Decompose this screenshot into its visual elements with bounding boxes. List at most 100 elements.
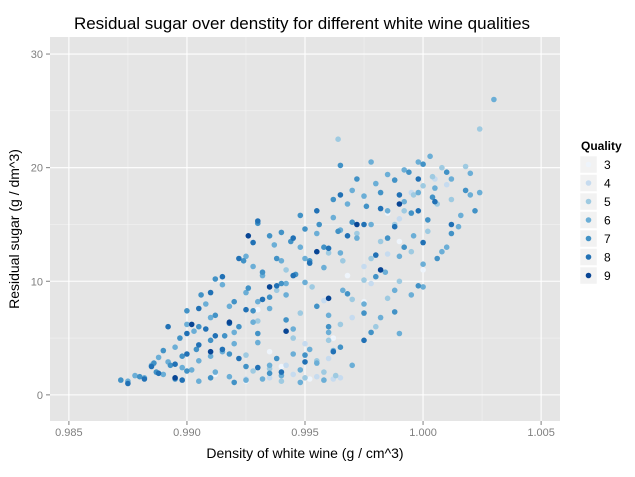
data-point-quality-8 bbox=[306, 260, 313, 266]
data-point-quality-5 bbox=[250, 368, 256, 374]
data-point-quality-7 bbox=[337, 344, 344, 351]
data-point-quality-7 bbox=[226, 351, 233, 357]
data-point-quality-8 bbox=[236, 355, 242, 362]
data-point-quality-5 bbox=[448, 196, 455, 203]
data-point-quality-7 bbox=[160, 347, 167, 354]
data-point-quality-5 bbox=[361, 277, 367, 283]
data-point-quality-6 bbox=[219, 281, 226, 288]
data-point-quality-7 bbox=[297, 212, 304, 219]
data-point-quality-4 bbox=[325, 355, 332, 362]
data-point-quality-4 bbox=[349, 314, 356, 321]
data-point-quality-6 bbox=[250, 319, 256, 326]
data-point-quality-6 bbox=[325, 329, 332, 336]
data-point-quality-7 bbox=[434, 255, 441, 262]
data-point-quality-5 bbox=[297, 310, 304, 316]
y-tick-label: 20 bbox=[31, 163, 43, 175]
data-point-quality-5 bbox=[373, 323, 379, 330]
data-point-quality-6 bbox=[432, 185, 438, 191]
data-point-quality-7 bbox=[266, 233, 273, 239]
data-point-quality-8 bbox=[165, 323, 171, 330]
data-point-quality-7 bbox=[354, 176, 360, 182]
legend-key-point bbox=[585, 235, 592, 242]
data-point-quality-3 bbox=[266, 348, 273, 355]
data-point-quality-6 bbox=[401, 167, 408, 173]
data-point-quality-7 bbox=[179, 353, 185, 360]
data-point-quality-7 bbox=[177, 335, 183, 341]
data-point-quality-5 bbox=[408, 248, 415, 255]
data-point-quality-4 bbox=[396, 216, 403, 222]
data-point-quality-6 bbox=[306, 346, 313, 353]
data-point-quality-6 bbox=[410, 233, 417, 239]
data-point-quality-6 bbox=[314, 230, 320, 237]
data-point-quality-6 bbox=[384, 171, 391, 178]
data-point-quality-7 bbox=[243, 363, 249, 370]
data-point-quality-7 bbox=[273, 255, 280, 262]
data-point-quality-7 bbox=[278, 280, 285, 287]
data-point-quality-6 bbox=[283, 280, 289, 287]
data-point-quality-6 bbox=[476, 189, 483, 196]
data-point-quality-6 bbox=[361, 301, 367, 307]
data-point-quality-8 bbox=[184, 351, 190, 357]
data-point-quality-6 bbox=[155, 354, 162, 361]
y-axis: 0 10 20 30 bbox=[31, 49, 50, 402]
data-point-quality-6 bbox=[408, 292, 415, 298]
data-point-quality-6 bbox=[391, 287, 398, 294]
legend-label: 3 bbox=[604, 158, 611, 172]
data-point-quality-8 bbox=[236, 255, 242, 262]
data-point-quality-7 bbox=[118, 377, 124, 383]
data-point-quality-7 bbox=[259, 269, 266, 276]
data-point-quality-5 bbox=[283, 267, 289, 273]
data-point-quality-6 bbox=[254, 298, 261, 305]
data-point-quality-8 bbox=[273, 283, 280, 289]
data-point-quality-6 bbox=[384, 208, 391, 214]
data-point-quality-7 bbox=[373, 273, 379, 280]
data-point-quality-6 bbox=[243, 289, 249, 296]
data-point-quality-6 bbox=[231, 340, 237, 347]
data-point-quality-7 bbox=[212, 312, 219, 319]
data-point-quality-7 bbox=[167, 362, 174, 369]
legend-key-point bbox=[585, 198, 592, 205]
data-point-quality-5 bbox=[349, 296, 356, 303]
data-point-quality-6 bbox=[420, 284, 426, 290]
data-point-quality-9 bbox=[283, 328, 289, 335]
data-point-quality-6 bbox=[196, 378, 202, 385]
data-point-quality-7 bbox=[406, 169, 412, 175]
data-point-quality-7 bbox=[384, 235, 391, 241]
data-point-quality-7 bbox=[321, 244, 327, 250]
data-point-quality-7 bbox=[361, 310, 367, 316]
data-point-quality-3 bbox=[306, 376, 313, 382]
data-point-quality-8 bbox=[278, 369, 285, 375]
data-point-quality-6 bbox=[427, 153, 433, 160]
data-point-quality-6 bbox=[302, 255, 308, 262]
data-point-quality-6 bbox=[340, 287, 346, 294]
data-point-quality-6 bbox=[297, 244, 304, 250]
data-point-quality-6 bbox=[259, 376, 266, 382]
data-point-quality-6 bbox=[297, 379, 304, 386]
y-tick-label: 30 bbox=[31, 49, 43, 61]
data-point-quality-8 bbox=[344, 233, 351, 239]
data-point-quality-7 bbox=[443, 169, 450, 175]
data-point-quality-5 bbox=[462, 163, 469, 170]
data-point-quality-6 bbox=[243, 377, 249, 383]
data-point-quality-8 bbox=[302, 359, 308, 365]
legend-label: 5 bbox=[604, 195, 611, 209]
data-point-quality-7 bbox=[240, 258, 247, 264]
data-point-quality-8 bbox=[337, 192, 344, 198]
data-point-quality-8 bbox=[125, 380, 131, 387]
data-point-quality-7 bbox=[377, 189, 384, 196]
data-point-quality-7 bbox=[425, 217, 431, 223]
data-point-quality-4 bbox=[302, 340, 308, 347]
y-axis-title: Residual sugar (g / dm^3) bbox=[6, 149, 22, 309]
legend-key-point bbox=[585, 272, 592, 279]
data-point-quality-7 bbox=[283, 317, 289, 323]
data-point-quality-8 bbox=[314, 208, 320, 214]
data-point-quality-6 bbox=[321, 264, 327, 271]
x-tick-label: 0.985 bbox=[55, 427, 83, 439]
data-point-quality-5 bbox=[439, 164, 445, 171]
data-point-quality-4 bbox=[368, 280, 374, 287]
data-point-quality-7 bbox=[344, 291, 351, 297]
data-point-quality-5 bbox=[429, 173, 436, 180]
data-point-quality-6 bbox=[226, 303, 233, 310]
data-point-quality-7 bbox=[236, 323, 242, 330]
data-point-quality-9 bbox=[188, 321, 195, 328]
